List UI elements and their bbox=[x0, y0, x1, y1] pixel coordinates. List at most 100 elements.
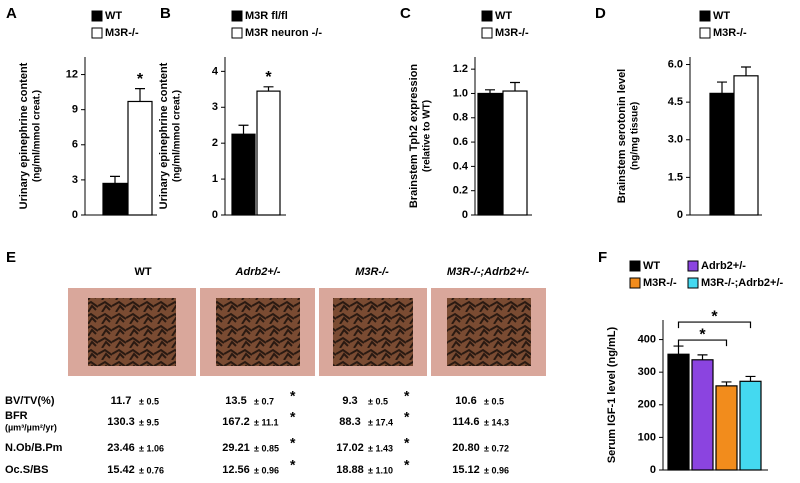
cell-sem: ± 0.5 bbox=[139, 396, 159, 406]
legend-swatch bbox=[231, 27, 243, 39]
y-tick-label: 2 bbox=[212, 137, 218, 149]
error-bar bbox=[238, 124, 249, 135]
legend-label: WT bbox=[495, 10, 512, 22]
y-axis-label: Serum IGF-1 level (ng/mL) bbox=[606, 327, 618, 464]
cell-significance: * bbox=[290, 435, 296, 451]
cell-significance: * bbox=[404, 388, 410, 404]
legend-swatch bbox=[699, 27, 711, 39]
legend-label: M3R-/- bbox=[495, 27, 529, 39]
error-bar bbox=[721, 381, 732, 386]
y-axis-label: Urinary epinephrine content bbox=[158, 62, 170, 209]
significance-mark: * bbox=[711, 308, 718, 325]
y-axis-label: (relative to WT) bbox=[422, 100, 433, 172]
cell-mean: 11.7 bbox=[111, 395, 132, 407]
error-bar bbox=[135, 88, 145, 102]
y-tick-label: 1.2 bbox=[453, 63, 468, 75]
column-header: M3R-/-;Adrb2+/- bbox=[447, 266, 530, 278]
y-axis-label: (ng/ml/mmol creat.) bbox=[32, 90, 43, 182]
y-tick-label: 300 bbox=[638, 366, 656, 378]
y-tick-label: 3 bbox=[212, 101, 218, 113]
legend-label: WT bbox=[643, 260, 660, 272]
error-bar bbox=[510, 81, 520, 92]
legend-label: M3R neuron -/- bbox=[245, 27, 322, 39]
y-tick-label: 0 bbox=[677, 209, 683, 221]
y-axis-label: Urinary epinephrine content bbox=[18, 62, 30, 209]
bar bbox=[667, 353, 690, 471]
cell-significance: * bbox=[290, 457, 296, 473]
bar bbox=[102, 182, 128, 216]
cell-mean: 29.21 bbox=[222, 442, 250, 454]
cell-mean: 9.3 bbox=[342, 395, 357, 407]
cell-sem: ± 0.85 bbox=[254, 443, 279, 453]
error-bar bbox=[717, 81, 727, 94]
legend-swatch bbox=[629, 260, 641, 272]
panel-label: C bbox=[400, 5, 411, 22]
bar bbox=[502, 90, 528, 216]
cell-sem: ± 9.5 bbox=[139, 417, 159, 427]
y-axis-label: (ng/ml/mmol creat.) bbox=[172, 90, 183, 182]
cell-mean: 15.42 bbox=[107, 464, 135, 476]
panel-label: E bbox=[6, 249, 16, 266]
bar bbox=[256, 90, 281, 216]
cell-significance: * bbox=[404, 409, 410, 425]
y-tick-label: 0 bbox=[650, 464, 656, 476]
legend-label: M3R-/- bbox=[105, 27, 139, 39]
y-tick-label: 1.5 bbox=[668, 171, 683, 183]
cell-mean: 10.6 bbox=[455, 395, 476, 407]
cell-sem: ± 0.96 bbox=[484, 465, 509, 475]
legend-label: M3R-/- bbox=[643, 277, 677, 289]
y-tick-label: 0 bbox=[462, 209, 468, 221]
legend-swatch bbox=[629, 277, 641, 289]
legend-label: Adrb2+/- bbox=[701, 260, 746, 272]
cell-significance: * bbox=[290, 388, 296, 404]
cell-mean: 23.46 bbox=[107, 442, 135, 454]
y-axis-label: Brainstem serotonin level bbox=[616, 69, 628, 204]
y-tick-label: 6 bbox=[72, 139, 78, 151]
histology-image bbox=[333, 298, 413, 366]
bar bbox=[691, 359, 714, 471]
y-tick-label: 0.6 bbox=[453, 136, 468, 148]
legend-label: WT bbox=[105, 10, 122, 22]
y-tick-label: 12 bbox=[66, 68, 78, 80]
error-bar bbox=[741, 66, 751, 76]
cell-sem: ± 1.43 bbox=[368, 443, 393, 453]
cell-significance: * bbox=[290, 409, 296, 425]
cell-sem: ± 0.96 bbox=[254, 465, 279, 475]
legend-swatch bbox=[481, 10, 493, 22]
cell-sem: ± 11.1 bbox=[254, 417, 278, 427]
cell-mean: 130.3 bbox=[107, 416, 135, 428]
y-tick-label: 0 bbox=[72, 209, 78, 221]
y-tick-label: 9 bbox=[72, 104, 78, 116]
legend-label: M3R fl/fl bbox=[245, 10, 288, 22]
y-axis-label: Brainstem Tph2 expression bbox=[408, 64, 420, 209]
cell-mean: 88.3 bbox=[339, 416, 360, 428]
significance-mark: * bbox=[137, 71, 144, 88]
bar bbox=[739, 380, 762, 471]
panel-label: D bbox=[595, 5, 606, 22]
cell-sem: ± 0.76 bbox=[139, 465, 164, 475]
row-label: N.Ob/B.Pm bbox=[5, 442, 63, 454]
cell-sem: ± 17.4 bbox=[368, 417, 393, 427]
error-bar bbox=[745, 375, 756, 382]
y-tick-label: 3.0 bbox=[668, 134, 683, 146]
cell-mean: 13.5 bbox=[225, 395, 246, 407]
y-tick-label: 0.2 bbox=[453, 185, 468, 197]
bar bbox=[733, 75, 759, 216]
y-tick-label: 6.0 bbox=[668, 58, 683, 70]
column-header: M3R-/- bbox=[355, 266, 389, 278]
significance-bracket bbox=[677, 339, 728, 347]
cell-mean: 12.56 bbox=[222, 464, 250, 476]
bar bbox=[231, 133, 256, 216]
legend-swatch bbox=[91, 10, 103, 22]
row-sublabel: (µm³/µm²/yr) bbox=[5, 422, 57, 432]
y-tick-label: 200 bbox=[638, 399, 656, 411]
significance-bracket bbox=[677, 321, 752, 329]
panel-label: B bbox=[160, 5, 171, 22]
y-tick-label: 1.0 bbox=[453, 87, 468, 99]
cell-mean: 17.02 bbox=[336, 442, 364, 454]
y-axis-label: (ng/mg tissue) bbox=[630, 102, 641, 170]
y-tick-label: 4.5 bbox=[668, 96, 683, 108]
cell-mean: 167.2 bbox=[222, 416, 250, 428]
panel-label: F bbox=[598, 249, 607, 266]
legend-label: M3R-/-;Adrb2+/- bbox=[701, 277, 784, 289]
